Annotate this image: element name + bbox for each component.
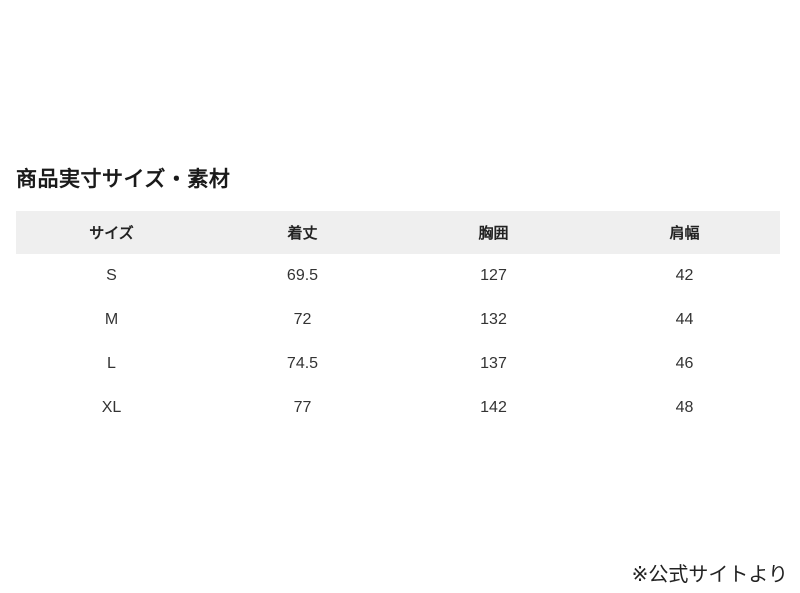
cell-chest: 142 [480, 399, 507, 416]
cell-shoulder: 44 [675, 311, 694, 328]
table-header-row: サイズ 着丈 胸囲 肩幅 [16, 211, 780, 254]
cell-chest: 132 [480, 311, 507, 328]
cell-length: 77 [293, 399, 312, 416]
cell-size: XL [101, 399, 122, 416]
cell-chest: 137 [480, 355, 507, 372]
cell-size: S [106, 267, 117, 284]
cell-length: 72 [293, 311, 312, 328]
table-row: XL 77 142 48 [16, 386, 780, 430]
table-row: M 72 132 44 [16, 298, 780, 342]
cell-length: 74.5 [286, 355, 319, 372]
table-row: S 69.5 127 42 [16, 254, 780, 298]
size-table: サイズ 着丈 胸囲 肩幅 S 69.5 127 42 M 72 132 44 L… [16, 211, 780, 430]
page-title: 商品実寸サイズ・素材 [16, 167, 231, 191]
cell-size: L [107, 355, 116, 372]
cell-shoulder: 42 [675, 267, 694, 284]
header-chest: 胸囲 [398, 211, 589, 254]
cell-chest: 127 [480, 267, 507, 284]
source-note: ※公式サイトより [631, 562, 788, 586]
table-row: L 74.5 137 46 [16, 342, 780, 386]
header-size: サイズ [16, 211, 207, 254]
header-shoulder: 肩幅 [589, 211, 780, 254]
cell-length: 69.5 [286, 267, 319, 284]
cell-shoulder: 46 [675, 355, 694, 372]
cell-size: M [104, 311, 119, 328]
cell-shoulder: 48 [675, 399, 694, 416]
header-length: 着丈 [207, 211, 398, 254]
